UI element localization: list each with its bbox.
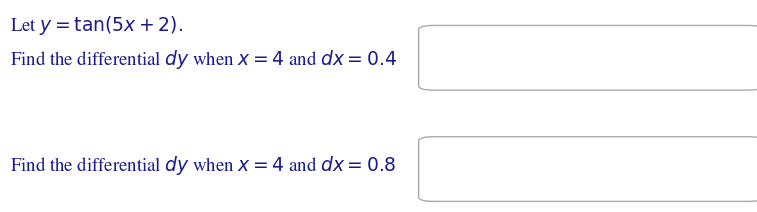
- Text: Find the differential $dy$ when $x = 4$ and $dx = 0.4$: Find the differential $dy$ when $x = 4$ …: [10, 48, 397, 71]
- Text: Find the differential $dy$ when $x = 4$ and $dx = 0.8$: Find the differential $dy$ when $x = 4$ …: [10, 154, 396, 177]
- FancyBboxPatch shape: [419, 25, 757, 90]
- Text: Let $y = \tan(5x + 2).$: Let $y = \tan(5x + 2).$: [10, 14, 183, 37]
- FancyBboxPatch shape: [419, 137, 757, 201]
